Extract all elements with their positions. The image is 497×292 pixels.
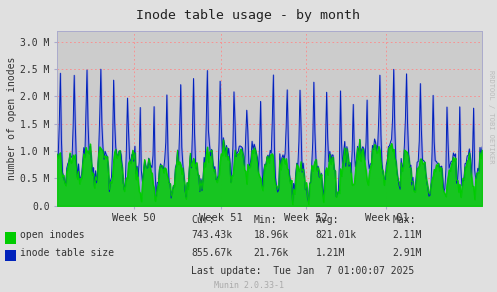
Text: 1.21M: 1.21M bbox=[316, 248, 345, 258]
Text: Min:: Min: bbox=[253, 215, 277, 225]
Text: Inode table usage - by month: Inode table usage - by month bbox=[137, 9, 360, 22]
Text: open inodes: open inodes bbox=[20, 230, 85, 240]
Text: 743.43k: 743.43k bbox=[191, 230, 233, 240]
Text: 2.91M: 2.91M bbox=[393, 248, 422, 258]
Text: Cur:: Cur: bbox=[191, 215, 215, 225]
Text: Munin 2.0.33-1: Munin 2.0.33-1 bbox=[214, 281, 283, 291]
Text: inode table size: inode table size bbox=[20, 248, 114, 258]
Text: 18.96k: 18.96k bbox=[253, 230, 289, 240]
Text: 2.11M: 2.11M bbox=[393, 230, 422, 240]
Text: 855.67k: 855.67k bbox=[191, 248, 233, 258]
Text: 821.01k: 821.01k bbox=[316, 230, 357, 240]
Text: Avg:: Avg: bbox=[316, 215, 339, 225]
Text: Last update:  Tue Jan  7 01:00:07 2025: Last update: Tue Jan 7 01:00:07 2025 bbox=[191, 266, 414, 276]
Text: RRDTOOL / TOBI OETIKER: RRDTOOL / TOBI OETIKER bbox=[488, 70, 494, 164]
Text: Max:: Max: bbox=[393, 215, 416, 225]
Text: 21.76k: 21.76k bbox=[253, 248, 289, 258]
Y-axis label: number of open inodes: number of open inodes bbox=[7, 57, 17, 180]
